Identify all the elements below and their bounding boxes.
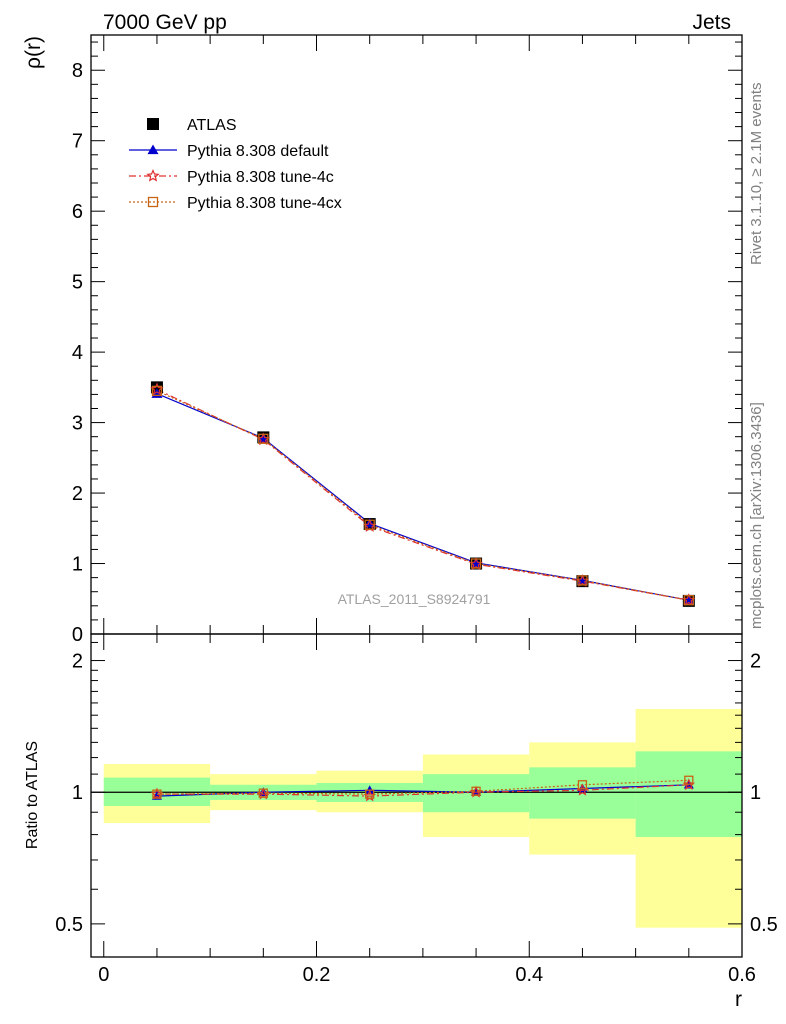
legend-label-atlas: ATLAS — [187, 117, 237, 134]
point-tune4cx-0 — [151, 385, 163, 397]
main-ytick-label: 0 — [72, 624, 83, 646]
legend-label-default: Pythia 8.308 default — [187, 143, 329, 160]
legend: ATLAS Pythia 8.308 default Pythia 8.308 … — [129, 117, 342, 212]
mcplots-label: mcplots.cern.ch [arXiv:1306.3436] — [748, 402, 765, 629]
point-tune4cx-1 — [258, 433, 269, 444]
ratio-ytick-label-left: 0.5 — [55, 914, 83, 936]
ratio-point-tune4cx-4 — [577, 780, 588, 790]
ratio-ytick-label-right: 1 — [750, 782, 761, 804]
ratio-point-tune4cx-2 — [365, 789, 375, 799]
main-ytick-label: 2 — [72, 483, 83, 505]
ratio-line-tune4cx — [156, 779, 689, 795]
ratio-line-tune4c — [157, 784, 689, 797]
rivet-label: Rivet 3.1.10, ≥ 2.1M events — [748, 83, 765, 266]
ratio-point-tune4cx-1 — [258, 788, 268, 798]
xlabel: r — [735, 988, 742, 1011]
main-ylabel: ρ(r) — [22, 36, 45, 69]
point-default-2 — [364, 517, 376, 528]
point-tune4cx-3 — [470, 558, 482, 569]
ratio-ytick-label-right: 2 — [750, 651, 761, 673]
header-right: Jets — [692, 11, 731, 34]
ratio-frame — [90, 633, 743, 958]
legend-label-tune4c: Pythia 8.308 tune-4c — [187, 169, 334, 186]
main-ytick-label: 5 — [72, 272, 83, 294]
ratio-ytick-label-left: 1 — [72, 782, 83, 804]
band-inner-5 — [635, 751, 742, 837]
legend-marker-tune4cx — [147, 196, 159, 208]
xtick-label: 0.6 — [728, 964, 756, 986]
legend-marker-tune4c — [146, 168, 160, 182]
main-ytick-label: 7 — [72, 131, 83, 153]
ratio-ytick-label-right: 0.5 — [750, 914, 778, 936]
legend-marker-atlas — [147, 118, 159, 130]
main-ytick-label: 3 — [72, 413, 83, 435]
point-tune4cx-5 — [683, 595, 694, 606]
xtick-label: 0 — [98, 964, 109, 986]
header-left: 7000 GeV pp — [103, 11, 227, 34]
series-line-default — [156, 393, 689, 601]
ratio-ylabel: Ratio to ATLAS — [24, 741, 41, 849]
ratio-point-tune4cx-0 — [152, 789, 162, 799]
series-line-tune4cx — [156, 390, 689, 601]
ratio-point-tune4cx-5 — [684, 775, 694, 785]
main-ytick-label: 6 — [72, 201, 83, 223]
ratio-point-tune4cx-3 — [471, 786, 481, 796]
xtick-label: 0.4 — [515, 964, 543, 986]
point-tune4cx-2 — [364, 519, 375, 530]
legend-label-tune4cx: Pythia 8.308 tune-4cx — [187, 195, 342, 212]
legend-marker-default — [147, 144, 159, 155]
series-line-tune4c — [156, 388, 689, 601]
point-tune4cx-4 — [577, 575, 588, 586]
xtick-label: 0.2 — [303, 964, 331, 986]
main-ytick-label: 4 — [72, 342, 83, 364]
main-ytick-label: 1 — [72, 554, 83, 576]
watermark: ATLAS_2011_S8924791 — [338, 591, 491, 607]
ratio-ytick-label-left: 2 — [72, 651, 83, 673]
main-ytick-label: 8 — [72, 60, 83, 82]
